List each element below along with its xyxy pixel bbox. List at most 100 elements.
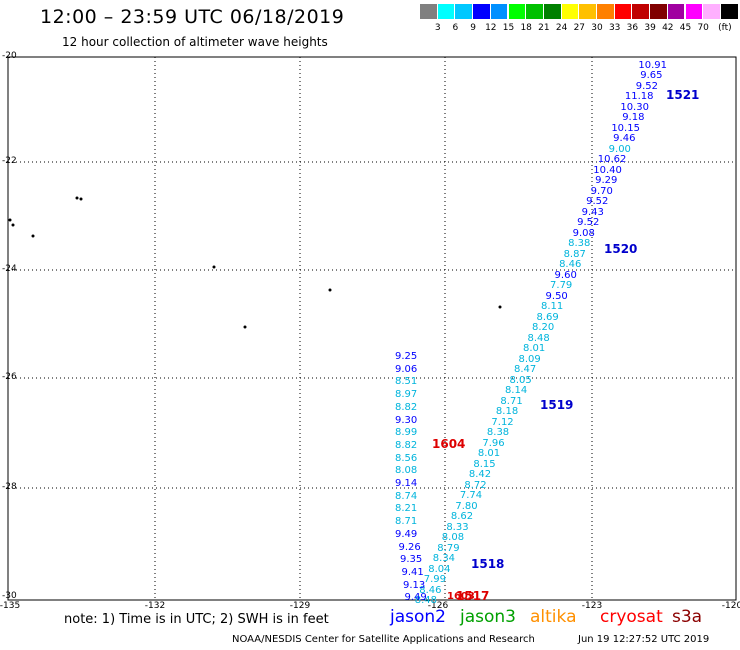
color-scale-label: 33: [608, 23, 621, 33]
wave-height-value: 9.35: [400, 554, 423, 566]
track-id-label: 1521: [666, 88, 700, 102]
wave-height-value: 8.56: [395, 452, 418, 464]
latitude-label: -26: [2, 372, 17, 382]
wave-height-value: 7.12: [491, 416, 514, 428]
wave-height-value: 8.71: [395, 516, 418, 528]
color-scale-label: 24: [555, 23, 568, 33]
latitude-label: -30: [2, 591, 17, 601]
wave-height-value: 8.09: [518, 353, 541, 365]
wave-height-value: 8.48: [414, 595, 437, 606]
latitude-label: -22: [2, 156, 17, 166]
color-scale-swatch: [420, 4, 438, 19]
wave-height-value: 8.05: [509, 374, 532, 386]
wave-height-value: 7.99: [423, 574, 447, 586]
satellite-legend-jason3: jason3: [460, 607, 516, 627]
wave-height-value: 10.91: [638, 60, 667, 71]
track-id-label: 1520: [604, 242, 638, 256]
wave-height-value: 9.60: [554, 269, 577, 281]
wave-height-value: 10.40: [593, 164, 622, 176]
color-scale-label: 39: [644, 23, 656, 33]
wave-height-value: 8.82: [395, 401, 418, 413]
wave-height-value: 9.43: [581, 206, 604, 218]
satellite-legend-s3a: s3a: [672, 607, 703, 627]
color-scale-swatch: [455, 4, 474, 19]
wave-height-value: 9.65: [640, 70, 663, 82]
color-scale-label: 21: [538, 23, 550, 33]
wave-height-value: 8.38: [568, 238, 591, 250]
wave-height-value: 10.15: [611, 122, 640, 134]
satellite-legend-jason2: jason2: [390, 607, 446, 627]
wave-height-value: 9.00: [608, 143, 631, 155]
units-note: note: 1) Time is in UTC; 2) SWH is in fe…: [64, 612, 329, 627]
wave-height-value: 8.20: [532, 322, 555, 334]
wave-height-value: 9.46: [613, 133, 636, 145]
wave-height-value: 8.21: [395, 503, 418, 515]
island-marker: [75, 196, 79, 200]
color-scale-swatch: [650, 4, 668, 19]
wave-height-value: 8.47: [513, 364, 537, 376]
color-scale-label: 6: [452, 23, 459, 33]
color-scale-label: 42: [662, 23, 674, 33]
map-frame: [7, 56, 737, 601]
satellite-legend-cryosat: cryosat: [600, 607, 663, 627]
wave-height-value: 8.79: [437, 542, 460, 554]
wave-height-value: 8.46: [559, 259, 582, 271]
wave-height-value: 7.79: [550, 280, 573, 292]
color-scale-swatch: [597, 4, 615, 19]
wave-height-value: 8.48: [527, 332, 550, 344]
wave-height-value: 9.52: [586, 196, 609, 208]
wave-height-value: 8.69: [536, 311, 559, 323]
wave-height-value: 8.08: [395, 465, 418, 477]
longitude-label: -129: [289, 601, 311, 611]
wave-height-value: 11.18: [624, 91, 654, 103]
color-scale-label: 12: [485, 23, 497, 33]
wave-height-value: 9.30: [395, 414, 418, 426]
wave-height-value: 9.41: [401, 566, 424, 578]
wave-height-value: 8.01: [477, 448, 501, 460]
color-scale-swatch: [667, 4, 686, 19]
track-id-label: 1604: [432, 437, 466, 451]
color-scale-swatch: [614, 4, 633, 19]
latitude-label: -28: [2, 482, 17, 492]
track-id-label: 1518: [471, 557, 505, 571]
longitude-label: -120: [721, 601, 740, 611]
wave-height-value: 9.50: [545, 290, 568, 302]
wave-height-value: 9.70: [590, 185, 613, 197]
wave-height-value: 9.13: [403, 579, 426, 591]
wave-height-value: 9.29: [595, 175, 618, 187]
track-id-label: 1603: [447, 591, 475, 602]
wave-height-value: 8.04: [428, 563, 451, 575]
wave-height-value: 8.46: [419, 584, 442, 596]
color-scale-swatch: [561, 4, 580, 19]
wave-height-value: 8.87: [563, 248, 586, 260]
island-marker: [328, 288, 332, 292]
wave-height-value: 8.51: [395, 376, 418, 388]
color-scale-swatch: [703, 4, 721, 19]
color-scale-label: 30: [591, 23, 603, 33]
island-marker: [11, 223, 15, 227]
color-scale-label: 45: [679, 23, 692, 33]
color-scale-swatch: [720, 4, 739, 19]
wave-height-value: 8.71: [500, 395, 523, 407]
color-scale-swatch: [473, 4, 491, 19]
wave-height-value: 8.08: [441, 532, 465, 544]
wave-height-value: 9.25: [395, 351, 418, 362]
wave-height-value: 8.15: [473, 458, 496, 470]
longitude-label: -123: [581, 601, 603, 611]
wave-height-value: 9.49: [395, 528, 418, 540]
wave-height-value: 9.08: [572, 227, 595, 239]
color-scale-swatch: [508, 4, 527, 19]
wave-height-value: 8.34: [432, 553, 456, 565]
track-id-label: 1517: [456, 589, 490, 603]
color-scale-label: 27: [573, 23, 586, 33]
longitude-label: -135: [0, 601, 21, 611]
wave-height-value: 8.33: [446, 521, 469, 533]
wave-height-value: 8.42: [468, 469, 492, 481]
wave-height-value: 7.80: [455, 500, 478, 512]
track-id-label: 1519: [540, 398, 574, 412]
island-marker: [212, 265, 216, 269]
color-scale-label: 3: [434, 23, 441, 33]
wave-height-value: 8.62: [450, 511, 474, 523]
island-marker: [79, 197, 83, 201]
